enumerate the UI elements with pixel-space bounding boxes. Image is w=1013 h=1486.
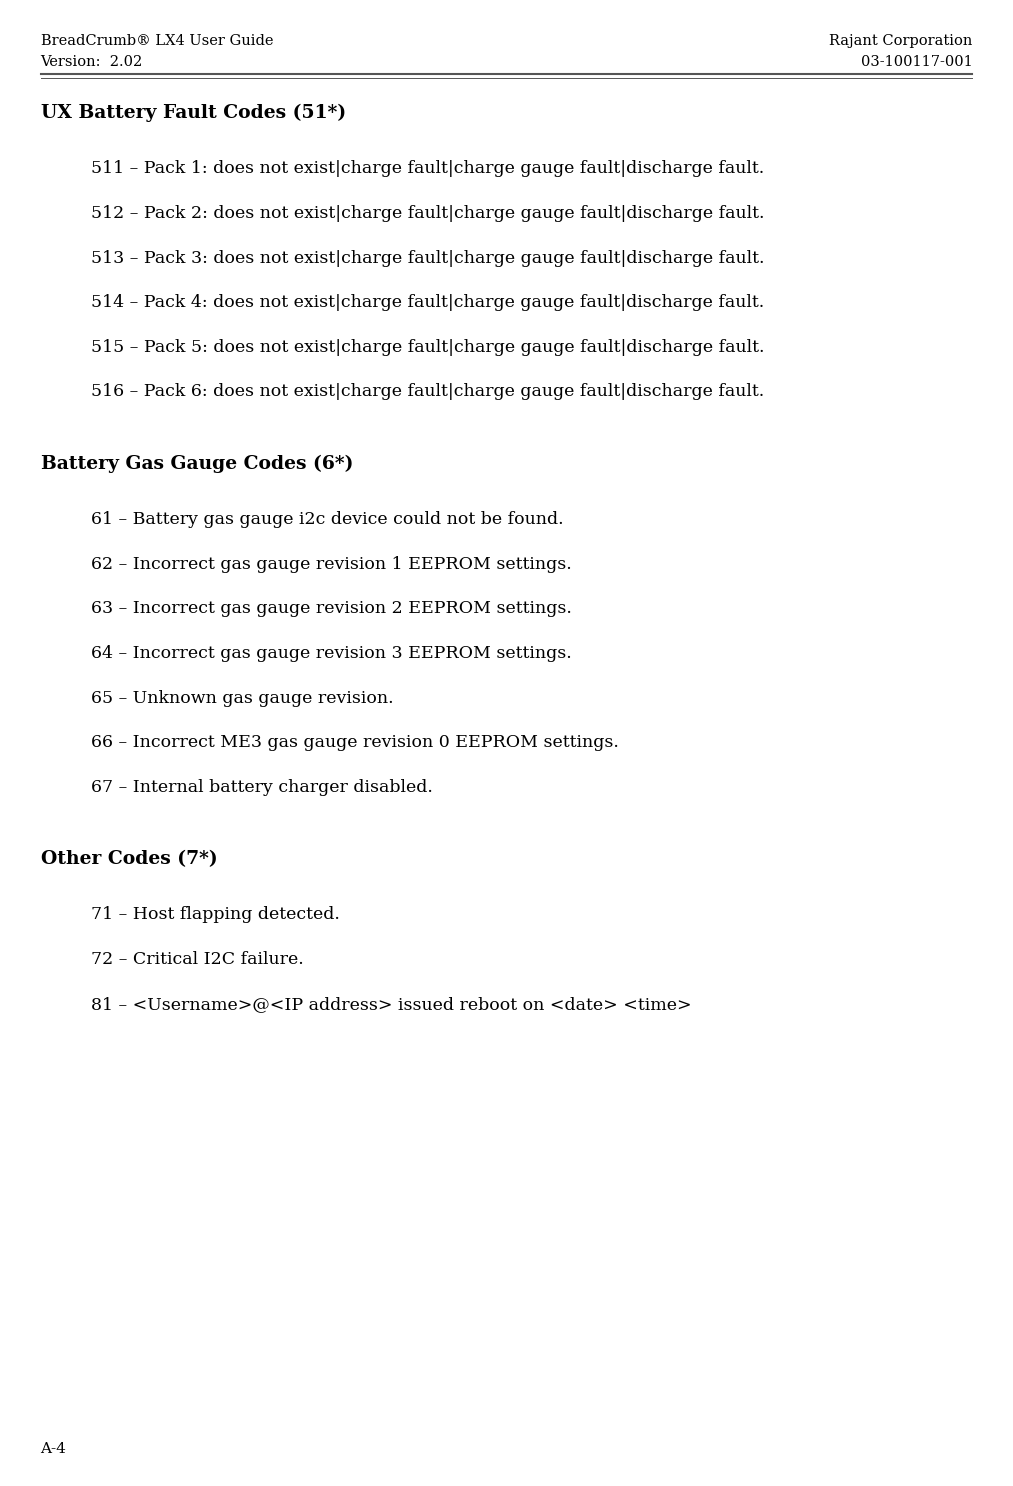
Text: Other Codes (7*): Other Codes (7*) bbox=[41, 850, 217, 868]
Text: 511 – Pack 1: does not exist|charge fault|charge gauge fault|discharge fault.: 511 – Pack 1: does not exist|charge faul… bbox=[91, 160, 765, 177]
Text: 515 – Pack 5: does not exist|charge fault|charge gauge fault|discharge fault.: 515 – Pack 5: does not exist|charge faul… bbox=[91, 339, 765, 355]
Text: 64 – Incorrect gas gauge revision 3 EEPROM settings.: 64 – Incorrect gas gauge revision 3 EEPR… bbox=[91, 645, 572, 661]
Text: 63 – Incorrect gas gauge revision 2 EEPROM settings.: 63 – Incorrect gas gauge revision 2 EEPR… bbox=[91, 600, 572, 617]
Text: Version:  2.02: Version: 2.02 bbox=[41, 55, 143, 68]
Text: 66 – Incorrect ME3 gas gauge revision 0 EEPROM settings.: 66 – Incorrect ME3 gas gauge revision 0 … bbox=[91, 734, 619, 750]
Text: 81 – <Username>@<IP address> issued reboot on <date> <time>: 81 – <Username>@<IP address> issued rebo… bbox=[91, 996, 692, 1012]
Text: 516 – Pack 6: does not exist|charge fault|charge gauge fault|discharge fault.: 516 – Pack 6: does not exist|charge faul… bbox=[91, 383, 765, 400]
Text: 61 – Battery gas gauge i2c device could not be found.: 61 – Battery gas gauge i2c device could … bbox=[91, 511, 564, 528]
Text: UX Battery Fault Codes (51*): UX Battery Fault Codes (51*) bbox=[41, 104, 345, 122]
Text: 65 – Unknown gas gauge revision.: 65 – Unknown gas gauge revision. bbox=[91, 690, 394, 706]
Text: 71 – Host flapping detected.: 71 – Host flapping detected. bbox=[91, 906, 340, 923]
Text: 72 – Critical I2C failure.: 72 – Critical I2C failure. bbox=[91, 951, 304, 967]
Text: 512 – Pack 2: does not exist|charge fault|charge gauge fault|discharge fault.: 512 – Pack 2: does not exist|charge faul… bbox=[91, 205, 765, 221]
Text: 67 – Internal battery charger disabled.: 67 – Internal battery charger disabled. bbox=[91, 779, 433, 795]
Text: 62 – Incorrect gas gauge revision 1 EEPROM settings.: 62 – Incorrect gas gauge revision 1 EEPR… bbox=[91, 556, 572, 572]
Text: 513 – Pack 3: does not exist|charge fault|charge gauge fault|discharge fault.: 513 – Pack 3: does not exist|charge faul… bbox=[91, 250, 765, 266]
Text: Battery Gas Gauge Codes (6*): Battery Gas Gauge Codes (6*) bbox=[41, 455, 353, 473]
Text: Rajant Corporation: Rajant Corporation bbox=[829, 34, 972, 48]
Text: A-4: A-4 bbox=[41, 1443, 67, 1456]
Text: BreadCrumb® LX4 User Guide: BreadCrumb® LX4 User Guide bbox=[41, 34, 274, 48]
Text: 514 – Pack 4: does not exist|charge fault|charge gauge fault|discharge fault.: 514 – Pack 4: does not exist|charge faul… bbox=[91, 294, 765, 311]
Text: 03-100117-001: 03-100117-001 bbox=[861, 55, 972, 68]
